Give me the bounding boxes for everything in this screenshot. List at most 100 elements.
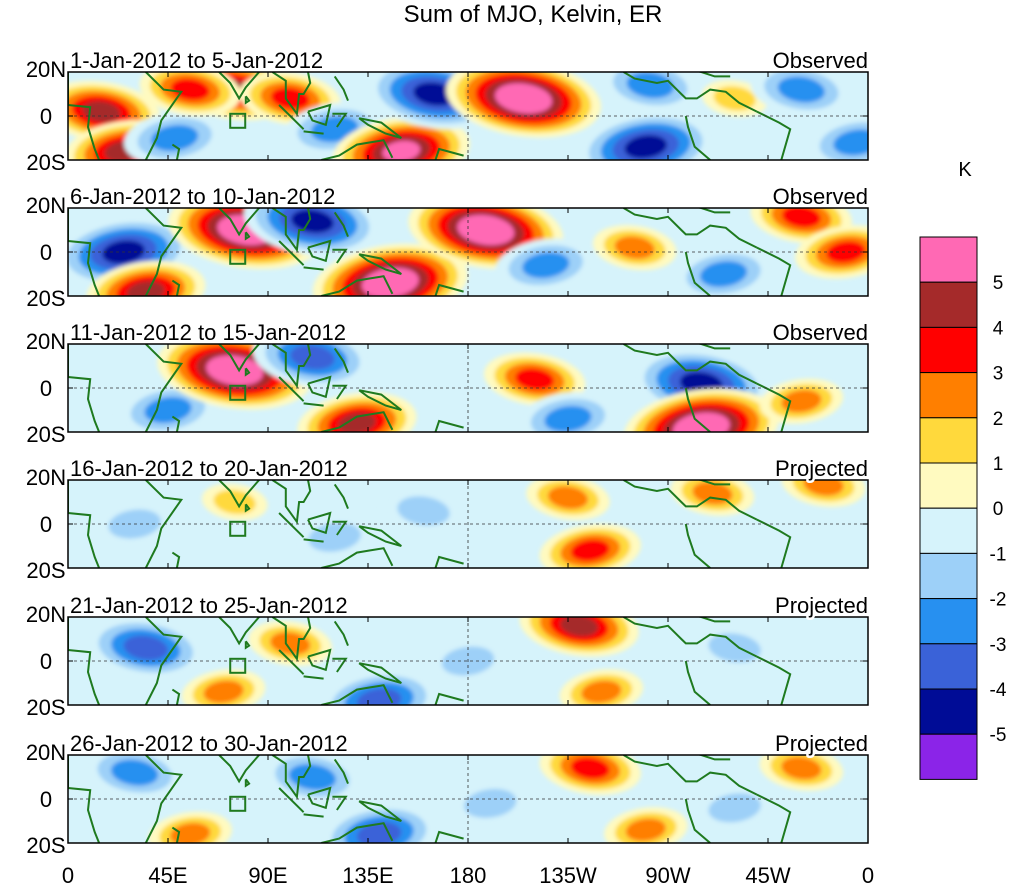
colorbar-label: 0 xyxy=(993,499,1004,520)
anomaly-contour xyxy=(570,757,610,780)
coastline xyxy=(332,248,348,264)
anomaly-contour xyxy=(144,397,192,423)
coastline xyxy=(358,662,402,684)
x-tick-label: 0 xyxy=(862,863,874,888)
coastline xyxy=(696,480,731,486)
coastline xyxy=(271,617,312,662)
coastline xyxy=(332,112,348,128)
y-tick-label: 20N xyxy=(26,193,66,218)
region-box xyxy=(229,795,247,812)
anomaly-contour xyxy=(170,78,210,101)
coastline xyxy=(68,480,101,568)
y-tick-label: 0 xyxy=(40,104,52,129)
coastline xyxy=(144,755,184,843)
x-tick-label: 135W xyxy=(539,863,597,888)
coastline xyxy=(623,72,758,113)
anomaly-contour xyxy=(522,252,570,279)
panel-2: 20N 0 20S 6-Jan-2012 to 10-Jan-2012 Observed xyxy=(26,182,871,312)
coastline xyxy=(696,617,731,623)
panel-5: 20N 0 20S 21-Jan-2012 to 25-Jan-2012 Project… xyxy=(26,591,871,721)
anomaly-contour xyxy=(777,76,825,103)
coastlines xyxy=(68,617,792,705)
coastline xyxy=(307,375,332,399)
colorbar-label: -5 xyxy=(990,725,1007,746)
coastline xyxy=(333,620,349,646)
coastline xyxy=(68,755,101,843)
coastline xyxy=(244,367,251,377)
coastline xyxy=(303,675,324,680)
coastline xyxy=(218,617,260,646)
colorbar: K 5 4 3 2 1 0 -1 -2 -3 -4 -5 xyxy=(919,159,1007,780)
coastline xyxy=(684,115,711,160)
anomaly-contour xyxy=(833,129,868,156)
anomaly-contour xyxy=(397,496,450,526)
y-tick-label: 20N xyxy=(26,57,66,82)
coastline xyxy=(144,617,184,705)
coastline xyxy=(696,72,731,78)
coastline xyxy=(333,483,349,509)
coastline xyxy=(321,411,394,432)
coastline xyxy=(307,239,332,263)
anomaly-contour xyxy=(270,87,310,110)
y-tick-label: 20S xyxy=(26,833,65,858)
y-tick-label: 20S xyxy=(26,286,65,311)
colorbar-swatch xyxy=(919,598,978,645)
panel-date-range: 16-Jan-2012 to 20-Jan-2012 xyxy=(70,456,348,481)
coastline xyxy=(696,344,731,350)
coastline xyxy=(68,344,101,432)
coastline xyxy=(321,139,394,160)
coastline xyxy=(332,384,348,400)
coastlines xyxy=(68,344,792,432)
coastline xyxy=(358,389,402,411)
x-tick-label: 45E xyxy=(148,863,187,888)
coastline xyxy=(218,72,260,101)
colorbar-swatch xyxy=(919,372,978,419)
anomaly-contour xyxy=(291,209,334,233)
anomaly-contour xyxy=(151,125,199,151)
colorbar-swatch xyxy=(919,326,978,374)
anomaly-contour xyxy=(570,539,610,562)
coastline xyxy=(171,143,181,160)
colorbar-swatch xyxy=(919,643,978,690)
coastline xyxy=(434,692,464,705)
anomaly-contour xyxy=(708,633,761,663)
coastline xyxy=(756,655,792,705)
coastline xyxy=(358,800,402,822)
y-tick-label: 0 xyxy=(40,376,52,401)
anomaly-contour xyxy=(625,818,666,842)
panel-date-range: 6-Jan-2012 to 10-Jan-2012 xyxy=(70,184,335,209)
coastline xyxy=(623,344,758,385)
colorbar-units: K xyxy=(958,159,972,181)
y-tick-label: 20N xyxy=(26,465,66,490)
colorbar-swatch xyxy=(919,281,978,328)
coastline xyxy=(271,480,312,525)
y-tick-label: 20N xyxy=(26,740,66,765)
anomaly-contour xyxy=(547,486,589,509)
coastline xyxy=(278,376,305,402)
coastline xyxy=(333,758,349,784)
colorbar-label: 2 xyxy=(993,409,1004,430)
coastline xyxy=(756,246,792,296)
coastline xyxy=(303,813,324,818)
coastline xyxy=(171,826,181,843)
panel-status: Observed xyxy=(773,184,868,209)
coastline xyxy=(278,104,305,130)
colorbar-swatch xyxy=(919,417,978,464)
anomaly-contour xyxy=(803,480,844,496)
coastline xyxy=(307,786,332,810)
anomaly-contour xyxy=(708,793,761,823)
panel-date-range: 1-Jan-2012 to 5-Jan-2012 xyxy=(70,48,323,73)
x-tick-label: 180 xyxy=(450,863,487,888)
y-tick-label: 20S xyxy=(26,150,65,175)
anomaly-contour xyxy=(504,88,543,109)
anomaly-contour xyxy=(781,756,822,780)
coastline xyxy=(684,251,711,296)
coastline xyxy=(144,72,184,160)
coastline xyxy=(321,684,394,705)
region-box xyxy=(229,248,247,265)
coastlines xyxy=(68,208,792,296)
anomaly-contour xyxy=(581,680,622,704)
coastline xyxy=(684,387,711,432)
coastline xyxy=(696,755,731,761)
